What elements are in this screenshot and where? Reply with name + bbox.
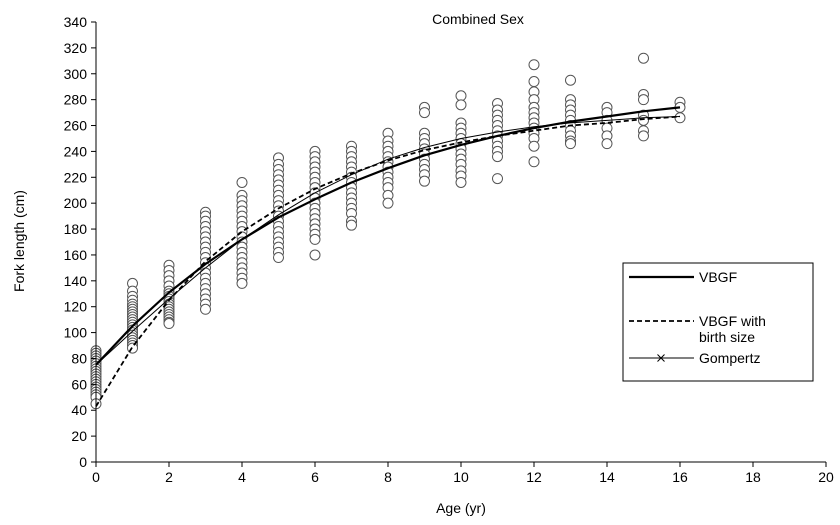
x-axis-label: Age (yr) [436, 500, 486, 516]
observation-point [419, 107, 430, 119]
observation-point [565, 138, 576, 150]
y-tick-label: 260 [64, 118, 88, 134]
y-tick-label: 40 [71, 402, 87, 418]
y-tick-label: 120 [64, 299, 88, 315]
observation-point [236, 176, 248, 188]
observation-point [382, 197, 394, 209]
y-tick-label: 160 [64, 247, 88, 263]
observation-point [309, 249, 321, 261]
legend-marker-gompertz [657, 354, 665, 362]
y-axis-label: Fork length (cm) [11, 190, 27, 292]
legend-label-vbgf-birth-2: birth size [699, 329, 755, 345]
observations-layer [90, 52, 686, 410]
x-tick-label: 10 [453, 469, 469, 485]
observation-point [346, 219, 357, 231]
y-tick-label: 80 [71, 350, 87, 366]
y-tick-label: 20 [71, 428, 87, 444]
observation-point [638, 130, 649, 142]
y-tick-label: 340 [64, 14, 88, 30]
y-tick-label: 60 [71, 376, 87, 392]
y-tick-label: 220 [64, 169, 88, 185]
x-tick-label: 18 [745, 469, 761, 485]
legend-label-vbgf: VBGF [699, 269, 737, 285]
x-tick-label: 16 [672, 469, 688, 485]
observation-point [492, 151, 503, 163]
x-tick-label: 20 [818, 469, 834, 485]
x-tick-label: 8 [384, 469, 392, 485]
y-tick-label: 180 [64, 221, 88, 237]
observation-point [638, 94, 649, 106]
y-tick-label: 300 [64, 66, 88, 82]
observation-point [163, 318, 175, 330]
y-tick-label: 240 [64, 143, 88, 159]
observation-point [601, 138, 613, 150]
legend: VBGF VBGF with birth size Gompertz [622, 262, 814, 382]
y-tick-label: 0 [79, 454, 87, 470]
observation-point [273, 252, 284, 264]
y-tick-label: 100 [64, 325, 88, 341]
vbgf-curve [95, 106, 681, 366]
x-tick-label: 2 [165, 469, 173, 485]
observation-point [565, 74, 576, 86]
y-tick-label: 320 [64, 40, 88, 56]
curves-layer [95, 106, 681, 407]
observation-point [309, 233, 321, 245]
y-tick-label: 140 [64, 273, 88, 289]
legend-label-vbgf-birth-1: VBGF with [699, 313, 766, 329]
observation-point [528, 76, 540, 88]
observation-point [528, 156, 540, 168]
vbgf-birth-size-curve [95, 115, 681, 407]
chart-title: Combined Sex [432, 11, 524, 27]
x-tick-label: 14 [599, 469, 615, 485]
observation-point [674, 112, 686, 124]
gompertz-curve [95, 116, 681, 366]
observation-point [419, 175, 430, 187]
observation-point [528, 140, 540, 152]
x-tick-label: 6 [311, 469, 319, 485]
observation-point [200, 303, 211, 315]
observation-point [236, 277, 248, 289]
observation-point [455, 176, 467, 188]
x-tick-label: 12 [526, 469, 542, 485]
x-tick-label: 0 [92, 469, 100, 485]
observation-point [638, 52, 649, 64]
observation-point [492, 173, 503, 185]
observation-point [455, 99, 467, 111]
axes-layer: 0 2 4 6 8 10 12 14 16 18 2002040608010012014016018… [64, 14, 834, 485]
x-tick-label: 4 [238, 469, 246, 485]
observation-point [455, 90, 467, 102]
observation-point [528, 59, 540, 71]
y-tick-label: 200 [64, 195, 88, 211]
y-tick-label: 280 [64, 92, 88, 108]
legend-label-gompertz: Gompertz [699, 350, 760, 366]
legend-box [622, 262, 814, 382]
